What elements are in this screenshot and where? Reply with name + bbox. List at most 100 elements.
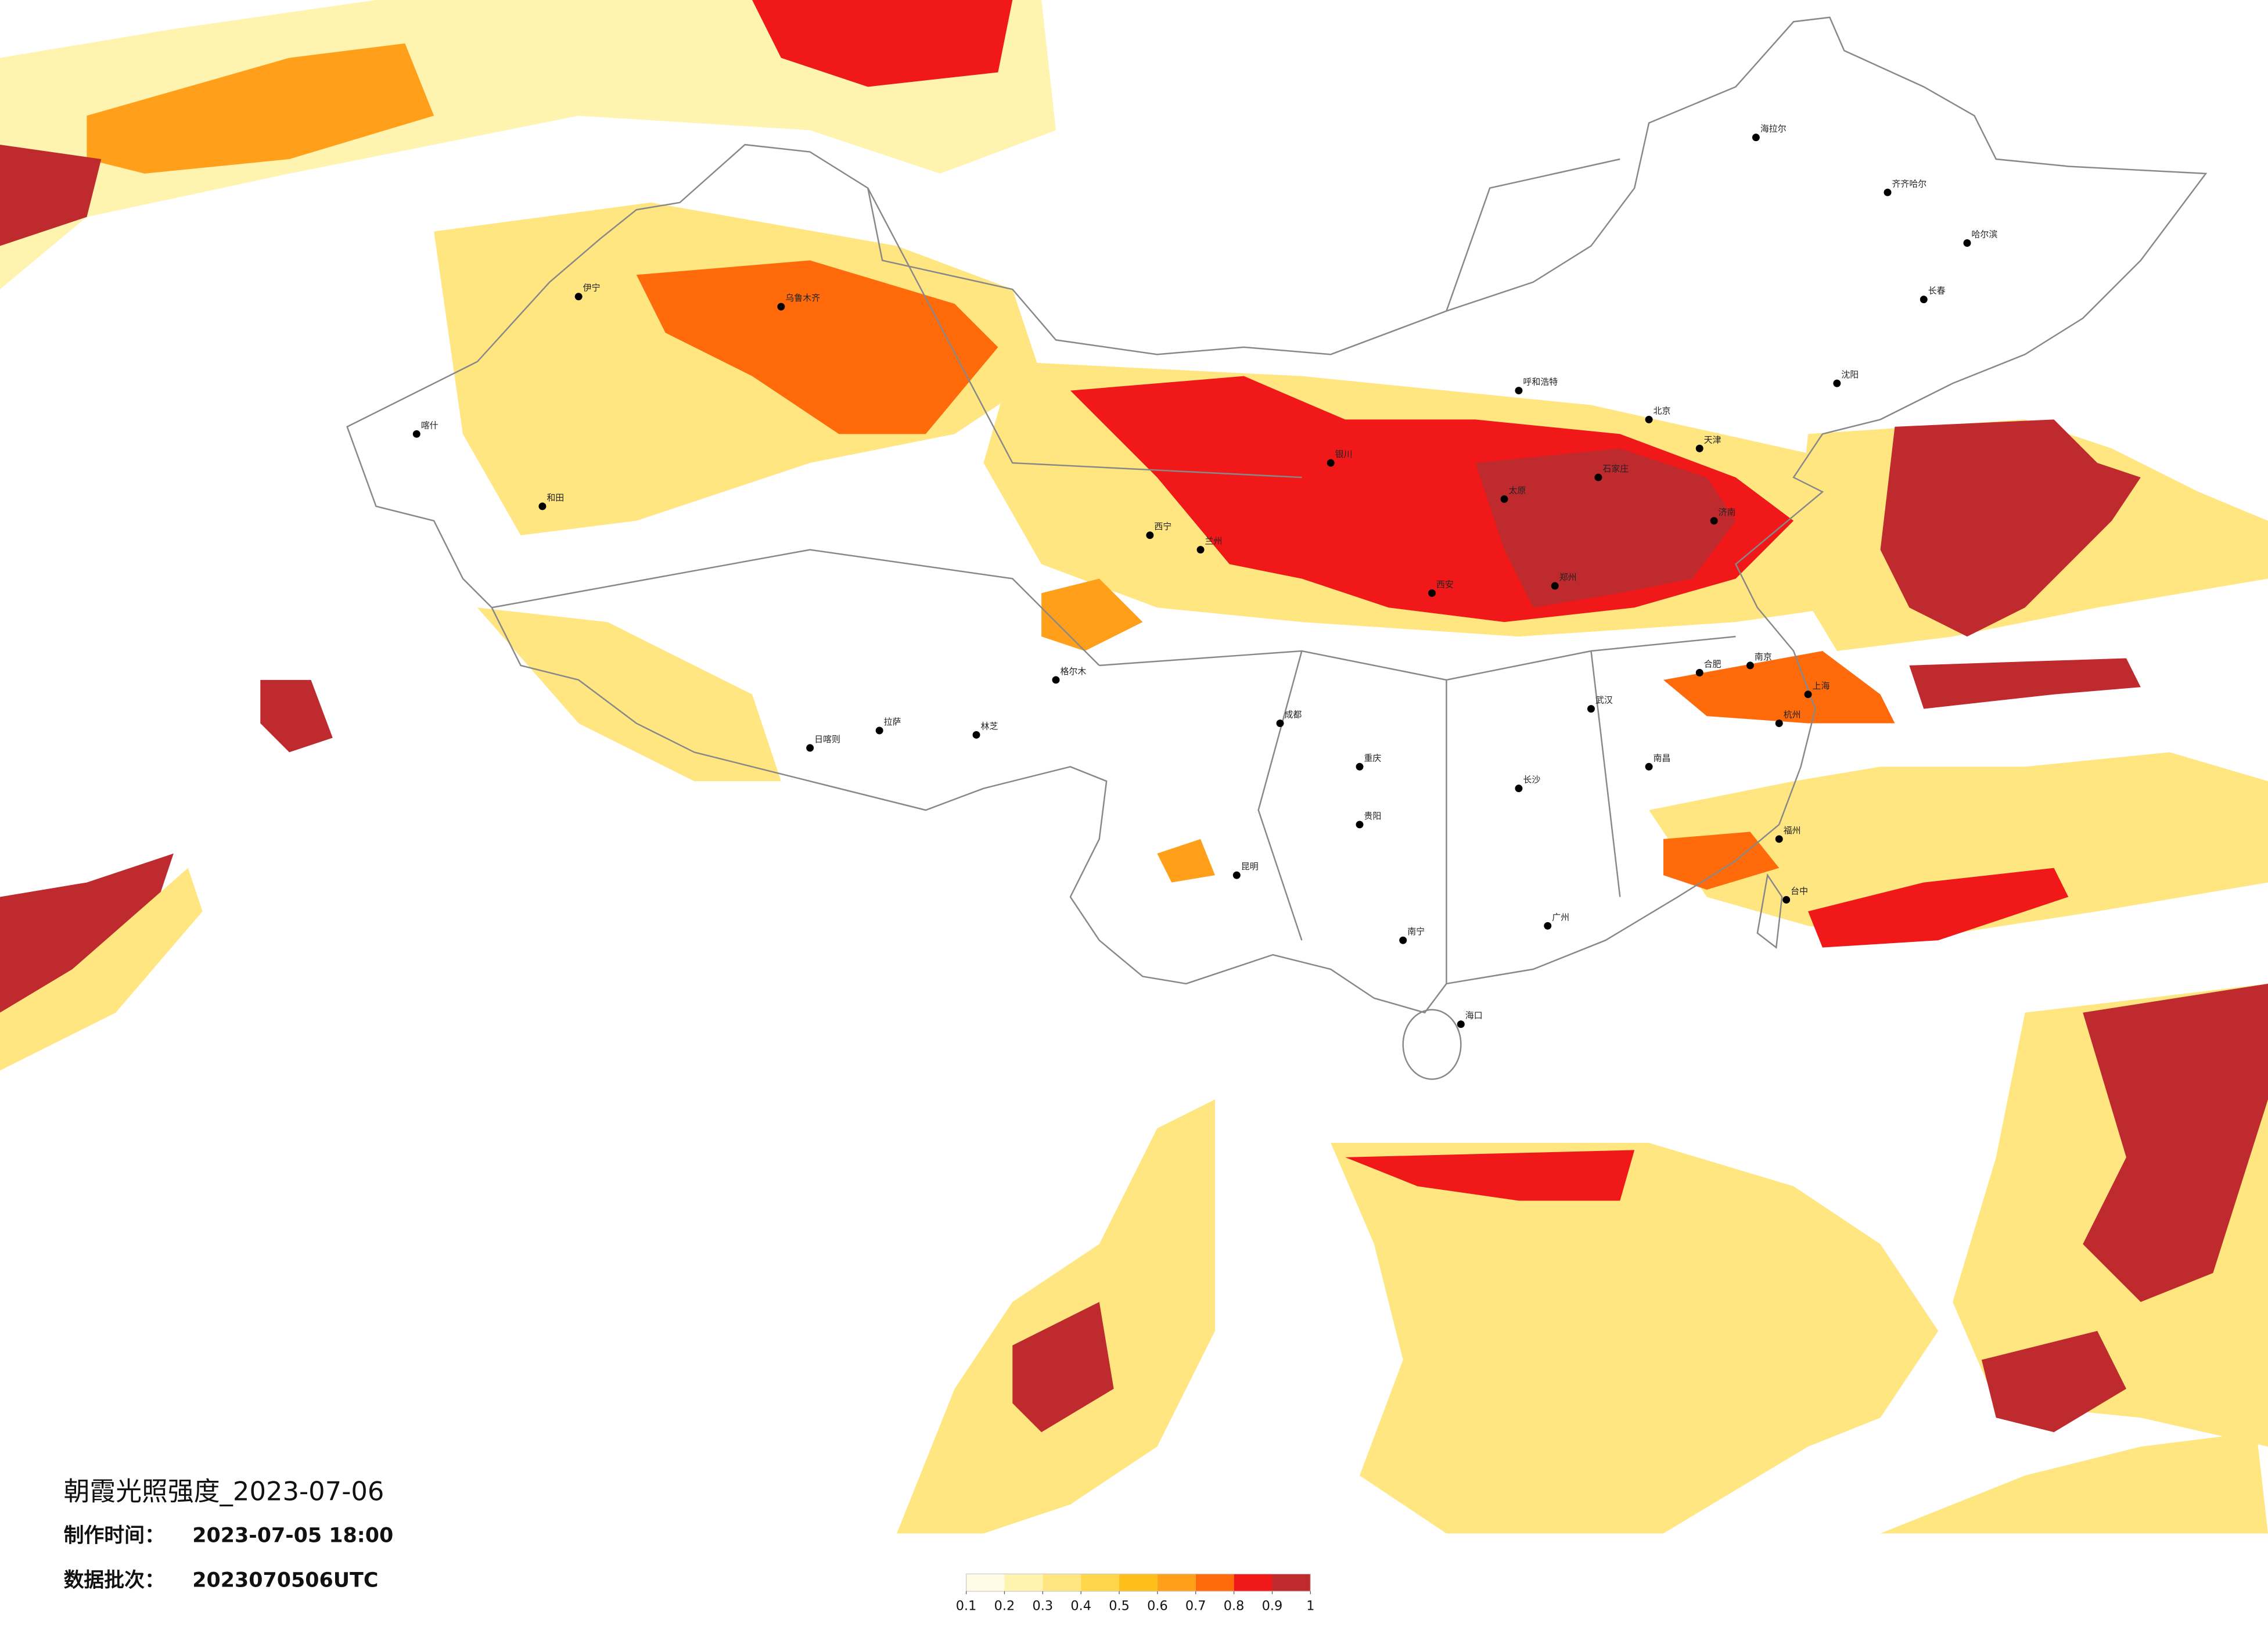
city-dot: [806, 744, 814, 752]
city-dot: [1752, 134, 1760, 142]
city-label: 上海: [1813, 681, 1830, 691]
city-dot: [1804, 690, 1812, 699]
city-label: 海口: [1465, 1010, 1483, 1021]
city-dot: [1276, 720, 1284, 728]
colorbar-bin: [1157, 1574, 1196, 1592]
city-dot: [777, 303, 785, 311]
city-label: 昆明: [1241, 861, 1259, 872]
city-label: 贵阳: [1364, 811, 1381, 821]
colorbar-frame: [965, 1573, 1311, 1592]
colorbar-bin: [966, 1574, 1005, 1592]
city-dot: [1782, 895, 1791, 904]
city-label: 兰州: [1205, 536, 1223, 546]
colorbar-tick-label: 0.2: [994, 1599, 1015, 1614]
city-label: 南京: [1755, 652, 1772, 662]
city-label: 和田: [547, 492, 564, 503]
colorbar-tick-label: 0.5: [1109, 1599, 1130, 1614]
city-label: 林芝: [981, 721, 998, 732]
city-label: 南宁: [1407, 926, 1425, 937]
colorbar-tick-label: 0.7: [1185, 1599, 1206, 1614]
batch-label: 数据批次：: [64, 1569, 165, 1592]
city-label: 杭州: [1784, 710, 1801, 720]
city-label: 福州: [1784, 825, 1801, 836]
city-label: 台中: [1791, 886, 1808, 897]
city-label: 银川: [1335, 449, 1353, 459]
city-label: 沈阳: [1841, 369, 1859, 380]
colorbar-tick-label: 0.4: [1070, 1599, 1091, 1614]
city-dot: [538, 502, 547, 510]
city-dot: [1327, 459, 1335, 467]
city-dot: [1457, 1020, 1465, 1028]
city-dot: [1920, 296, 1928, 304]
colorbar-bin: [1004, 1574, 1043, 1592]
city-dot: [1645, 762, 1653, 771]
city-dot: [1775, 835, 1783, 843]
city-label: 合肥: [1704, 659, 1721, 669]
city-label: 西宁: [1154, 521, 1171, 532]
colorbar-bin: [1272, 1574, 1311, 1592]
colorbar-bin: [1119, 1574, 1158, 1592]
city-label: 乌鲁木齐: [785, 293, 820, 303]
colorbar-bin: [1234, 1574, 1273, 1592]
title: 朝霞光照强度_2023-07-06: [64, 1476, 384, 1506]
city-dot: [1428, 589, 1436, 597]
city-dot: [1146, 531, 1154, 539]
city-label: 石家庄: [1602, 463, 1629, 474]
city-label: 格尔木: [1060, 666, 1086, 677]
colorbar-bin: [1195, 1574, 1234, 1592]
city-dot: [412, 430, 420, 438]
made-time-label: 制作时间：: [64, 1524, 165, 1548]
city-label: 伊宁: [583, 283, 601, 293]
city-dot: [1746, 661, 1754, 670]
city-dot: [574, 293, 583, 301]
info: 朝霞光照强度_2023-07-06 制作时间： 2023-07-05 18:00…: [64, 1476, 394, 1592]
city-dot: [1775, 720, 1783, 728]
city-label: 长沙: [1523, 775, 1540, 785]
city-label: 日喀则: [814, 734, 840, 744]
colorbar: 0.1 0.2 0.3 0.4 0.5 0.6 0.7 0.8 0.9 1: [956, 1573, 1314, 1614]
colorbar-bin: [1043, 1574, 1081, 1592]
colorbar-tick-label: 0.1: [956, 1599, 977, 1614]
city-label: 呼和浩特: [1523, 377, 1558, 387]
made-time-value: 2023-07-05 18:00: [192, 1524, 393, 1548]
city-dot: [972, 731, 980, 739]
city-label: 重庆: [1364, 753, 1381, 763]
city-dot: [1515, 387, 1523, 395]
city-dot: [1695, 444, 1703, 452]
city-dot: [1232, 871, 1241, 879]
city-dot: [1356, 762, 1364, 771]
city-label: 齐齐哈尔: [1892, 178, 1926, 189]
city-dot: [1544, 922, 1552, 930]
city-label: 成都: [1285, 710, 1302, 720]
city-dot: [1399, 936, 1407, 944]
city-dot: [1645, 415, 1653, 423]
colorbar-tick-label: 0.8: [1224, 1599, 1245, 1614]
city-label: 南昌: [1654, 753, 1671, 763]
city-dot: [1884, 188, 1892, 196]
city-label: 济南: [1719, 507, 1736, 517]
city-dot: [1356, 821, 1364, 829]
city-label: 拉萨: [884, 717, 901, 727]
city-dot: [1695, 668, 1703, 677]
city-label: 长春: [1928, 286, 1946, 296]
city-label: 西安: [1436, 579, 1454, 589]
city-dot: [1587, 705, 1595, 713]
colorbar-tick-label: 1: [1306, 1599, 1314, 1614]
heatmap: [0, 0, 2268, 1534]
city-dot: [1196, 546, 1205, 554]
colorbar-tick-label: 0.3: [1033, 1599, 1054, 1614]
city-label: 北京: [1654, 405, 1671, 416]
city-label: 天津: [1704, 434, 1721, 445]
city-dot: [1594, 473, 1602, 481]
city-label: 海拉尔: [1760, 124, 1787, 134]
city-label: 郑州: [1559, 572, 1577, 582]
colorbar-bin: [1081, 1574, 1120, 1592]
city-dot: [1710, 517, 1718, 525]
city-dot: [1500, 495, 1508, 503]
city-dot: [1963, 239, 1971, 247]
boundaries: [346, 16, 2208, 1080]
city-label: 太原: [1509, 485, 1526, 495]
city-dot: [1551, 582, 1559, 590]
city-label: 广州: [1552, 912, 1569, 922]
